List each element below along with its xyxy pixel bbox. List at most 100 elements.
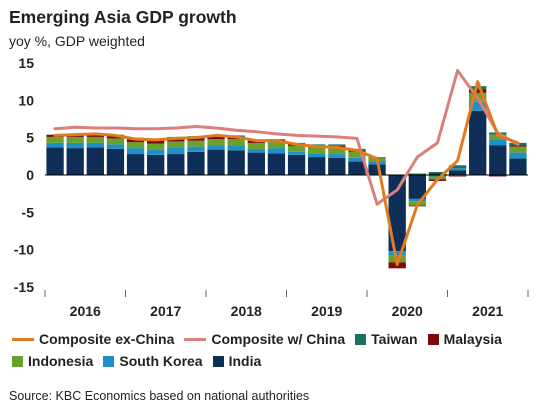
x-year-label: 2016 xyxy=(70,303,101,319)
bar-segment-indonesia xyxy=(106,138,125,145)
bar-segment-india xyxy=(227,150,245,175)
bar-segment-india xyxy=(86,147,104,175)
x-year-label: 2020 xyxy=(392,303,423,319)
y-tick-label: -10 xyxy=(14,242,34,258)
bar-segment-indonesia xyxy=(46,136,64,143)
y-tick-label: 0 xyxy=(26,167,34,183)
bar-segment-india xyxy=(489,145,507,175)
bar-segment-south-korea xyxy=(126,148,145,155)
bar-segment-india xyxy=(308,157,326,175)
legend-line-swatch-pink xyxy=(184,337,207,341)
bar-segment-india xyxy=(428,173,447,175)
bar-segment-india xyxy=(267,153,286,175)
legend-label: Indonesia xyxy=(28,353,94,369)
legend-box-swatch-malaysia xyxy=(427,333,439,345)
bar-segment-indonesia xyxy=(147,143,165,150)
bar-segment-south-korea xyxy=(86,142,104,148)
y-tick-label: 10 xyxy=(18,92,34,108)
bar-segment-south-korea xyxy=(328,154,346,158)
bar-segment-taiwan xyxy=(448,165,467,169)
bar-segment-south-korea xyxy=(46,142,64,148)
bar-segment-south-korea xyxy=(388,251,406,256)
y-tick-label: -5 xyxy=(22,204,35,220)
legend-box-swatch-south-korea xyxy=(103,355,115,367)
bar-segment-india xyxy=(66,148,84,175)
bar-segment-taiwan xyxy=(328,144,346,146)
bar-segment-taiwan xyxy=(408,173,426,175)
chart-subtitle: yoy %, GDP weighted xyxy=(9,33,145,49)
bar-segment-india xyxy=(126,154,145,175)
x-year-label: 2019 xyxy=(311,303,342,319)
bar-segment-india xyxy=(509,158,527,175)
bar-segment-south-korea xyxy=(247,148,265,153)
bar-segment-south-korea xyxy=(106,144,125,149)
bar-segment-south-korea xyxy=(147,149,165,155)
bar-segment-malaysia xyxy=(448,175,467,177)
bar-segment-indonesia xyxy=(207,139,225,146)
legend-item-indonesia: Indonesia xyxy=(12,353,93,369)
bar-segment-indonesia xyxy=(328,148,346,155)
legend-box-swatch-india xyxy=(212,355,224,367)
x-year-label: 2021 xyxy=(472,303,503,319)
legend-box-swatch-taiwan xyxy=(355,333,367,345)
bar-segment-india xyxy=(368,164,386,175)
gdp-growth-chart: -15 -10 -5 0 5 10 15 2016 2017 2018 2019 2020 2021 xyxy=(14,55,529,319)
bar-segment-india xyxy=(469,110,487,175)
bar-segment-indonesia xyxy=(287,145,306,152)
legend-item-malaysia: Malaysia xyxy=(427,331,502,347)
line-series-composite-w-china xyxy=(53,68,520,206)
bar-segment-south-korea xyxy=(348,157,366,162)
legend-item-taiwan: Taiwan xyxy=(355,331,418,347)
bar-segment-south-korea xyxy=(408,198,426,202)
bar-segment-india xyxy=(328,157,346,175)
legend-item-south-korea: South Korea xyxy=(103,353,203,369)
bar-segment-south-korea xyxy=(428,175,447,177)
bar-segment-malaysia xyxy=(469,89,487,93)
bar-segment-india xyxy=(247,152,265,175)
bar-segment-taiwan xyxy=(308,144,326,146)
chart-title: Emerging Asia GDP growth xyxy=(9,7,237,27)
legend-line-swatch-orange xyxy=(12,337,34,341)
bar-segment-south-korea xyxy=(308,153,326,158)
bar-segment-malaysia xyxy=(489,175,507,177)
bar-segment-indonesia xyxy=(167,141,185,148)
legend-label: India xyxy=(228,353,262,369)
bar-segment-south-korea xyxy=(287,151,306,155)
legend-row-2: Indonesia South Korea India xyxy=(12,353,271,369)
legend-label: Taiwan xyxy=(371,331,418,347)
line-series-composite-ex-china xyxy=(53,80,520,267)
bar-segment-south-korea xyxy=(469,101,487,111)
bar-segment-india xyxy=(167,154,185,175)
bar-segment-india xyxy=(348,161,366,175)
bar-segment-india xyxy=(207,149,225,175)
bar-segment-india xyxy=(187,151,205,175)
y-tick-label: 5 xyxy=(26,130,34,146)
bar-segment-south-korea xyxy=(227,145,245,151)
legend-label: Malaysia xyxy=(443,331,502,347)
bar-segment-taiwan xyxy=(428,172,447,174)
legend-label: Composite ex-China xyxy=(39,331,175,347)
bar-segment-india xyxy=(287,154,306,175)
bar-segment-indonesia xyxy=(348,151,366,158)
bar-segment-south-korea xyxy=(167,147,185,155)
bar-segment-india xyxy=(448,170,467,175)
legend-item-india: India xyxy=(212,353,262,369)
x-year-label: 2018 xyxy=(231,303,262,319)
bar-segment-south-korea xyxy=(187,146,205,152)
bar-segment-indonesia xyxy=(509,146,527,153)
legend-row-1: Composite ex-China Composite w/ China Ta… xyxy=(12,331,512,347)
bar-segment-indonesia xyxy=(126,142,145,149)
bar-segment-malaysia xyxy=(147,140,165,144)
bar-segment-south-korea xyxy=(267,148,286,154)
bar-segment-india xyxy=(408,175,426,199)
legend-label: South Korea xyxy=(119,353,203,369)
bar-segment-south-korea xyxy=(207,145,225,150)
bar-segment-south-korea xyxy=(509,152,527,159)
legend-box-swatch-indonesia xyxy=(12,355,23,367)
bar-segment-south-korea xyxy=(448,168,467,171)
bar-segment-malaysia xyxy=(106,136,125,139)
bar-segment-indonesia xyxy=(267,142,286,149)
bar-segment-indonesia xyxy=(227,139,245,146)
bar-segment-india xyxy=(147,154,165,175)
legend-label: Composite w/ China xyxy=(211,331,346,347)
